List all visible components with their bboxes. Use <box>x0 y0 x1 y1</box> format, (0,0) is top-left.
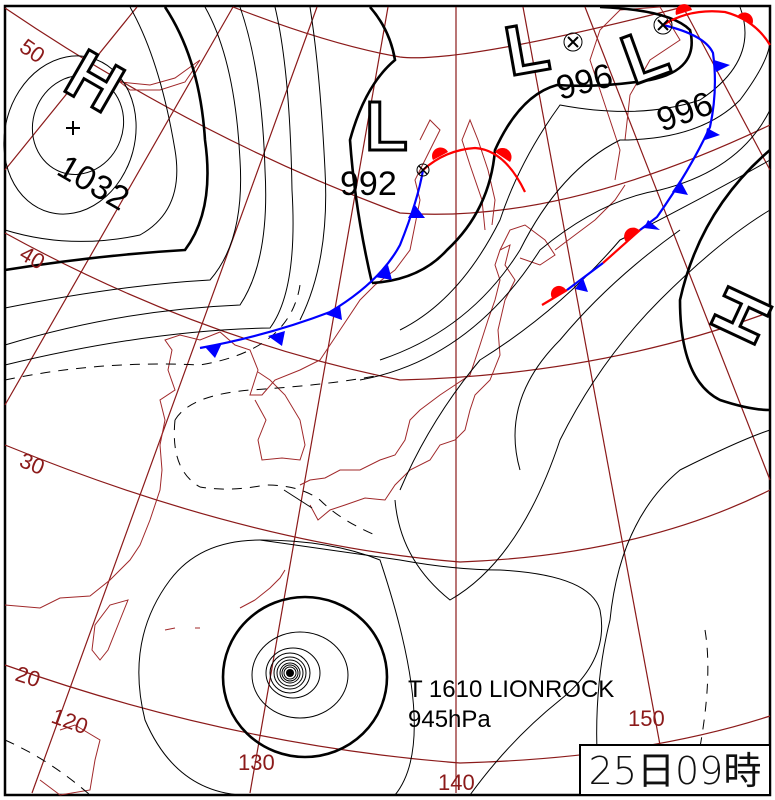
longitude-label: 130 <box>238 750 275 775</box>
typhoon-center-rings <box>269 652 311 694</box>
meridian-150-line <box>522 6 661 746</box>
coastline-kurils <box>554 184 626 251</box>
coastline-japan <box>299 244 516 521</box>
low-center-icon <box>653 15 673 35</box>
isobar <box>4 6 242 309</box>
map-frame <box>3 4 772 797</box>
isobar-thick <box>678 149 771 412</box>
center-markers <box>66 15 673 509</box>
isobar-dashed <box>4 739 91 796</box>
coastline-sakhalin <box>461 118 496 231</box>
low-center-icon <box>416 163 430 177</box>
warm-front-bumps <box>432 147 512 162</box>
coastline-taiwan <box>91 599 129 661</box>
warm-front-north <box>662 10 771 46</box>
coastline-korea <box>254 371 306 461</box>
typhoon-isobar <box>265 647 321 699</box>
isobar <box>3 55 137 215</box>
latitude-30-line <box>4 444 771 563</box>
cold-segment <box>566 262 604 291</box>
typhoon-isobar <box>251 631 349 719</box>
warm-front-north-bumps <box>675 4 753 25</box>
warm-front <box>422 146 526 193</box>
isobar-dashed <box>173 374 381 536</box>
isobar <box>394 209 771 601</box>
isobar <box>596 429 771 796</box>
isobar <box>399 6 746 331</box>
fronts <box>199 4 771 358</box>
isobar <box>359 109 771 381</box>
typhoon-pressure: 945hPa <box>408 706 491 733</box>
typhoon-isobar-thick <box>221 595 389 759</box>
coastline-kamchatka <box>589 6 681 181</box>
low-pressure-symbol: L <box>365 87 408 165</box>
isobar <box>4 6 294 366</box>
timestamp-label: 25日09時 <box>579 744 769 794</box>
isobar <box>31 75 125 175</box>
latitude-60-line <box>232 6 684 59</box>
coastline-hokkaido <box>499 224 556 266</box>
low-center-icon <box>563 32 583 52</box>
isobar <box>138 539 415 796</box>
meridian-170-line <box>682 6 771 171</box>
coastlines <box>4 6 681 796</box>
longitude-label: 150 <box>628 706 665 731</box>
coastline-ryukyu <box>164 569 286 631</box>
isobar-thick <box>4 6 209 272</box>
pressure-label: 992 <box>340 165 397 203</box>
isobar-thick <box>348 6 397 284</box>
isobar <box>4 6 178 242</box>
latitude-20-line <box>4 664 771 764</box>
coastline-luzon <box>39 724 101 796</box>
meridian-120-line <box>31 6 318 794</box>
meridian-line <box>4 6 138 171</box>
coastline-asia <box>4 119 441 609</box>
isobar <box>299 6 327 321</box>
isobar <box>259 539 603 796</box>
isobar-dashed <box>4 284 301 381</box>
isobar <box>4 6 267 346</box>
high-center-icon <box>66 121 80 135</box>
latitude-40-line <box>4 232 771 381</box>
warm-front-east-bumps <box>550 227 640 298</box>
warm-segment <box>541 289 568 306</box>
isobar <box>379 39 771 361</box>
meridian-160-line <box>584 6 771 481</box>
isobars <box>3 5 771 796</box>
typhoon-name: T 1610 LIONROCK <box>408 676 614 703</box>
longitude-label: 140 <box>438 770 475 795</box>
typhoon-track-icon <box>283 489 313 509</box>
cold-front-barbs <box>205 205 425 358</box>
isobar-thick <box>371 5 693 285</box>
isobar <box>514 229 681 471</box>
isobar <box>399 159 771 491</box>
cold-front-east-barbs <box>575 60 730 292</box>
